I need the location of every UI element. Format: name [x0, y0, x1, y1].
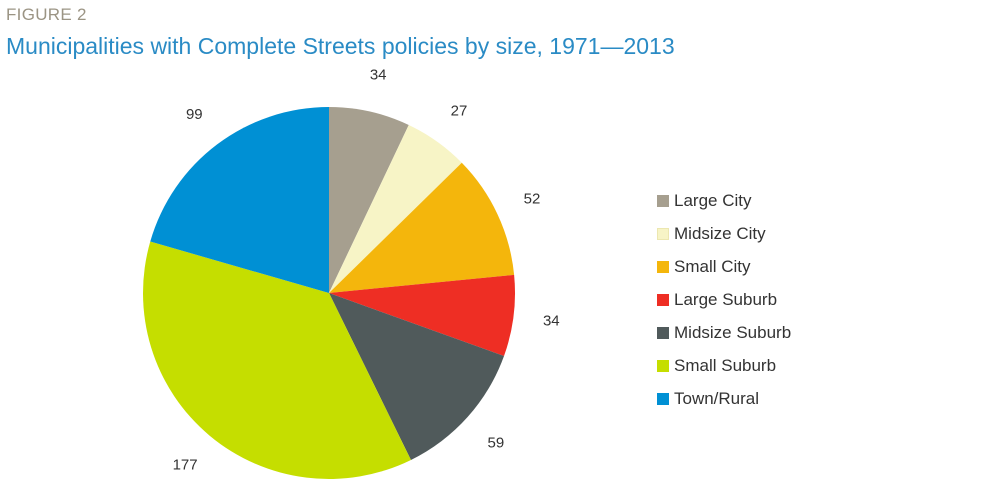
- pie-slice-midsize-suburb: [329, 293, 505, 460]
- legend-item-town-rural: Town/Rural: [657, 382, 791, 415]
- legend-item-midsize-city: Midsize City: [657, 217, 791, 250]
- legend-label: Large Suburb: [674, 289, 778, 309]
- legend-swatch: [657, 194, 669, 207]
- data-label-large-city: 34: [370, 67, 387, 84]
- legend-label: Midsize City: [674, 223, 766, 243]
- legend-item-midsize-suburb: Midsize Suburb: [657, 316, 791, 349]
- pie-slice-midsize-city: [329, 124, 462, 293]
- pie-slice-small-city: [329, 162, 515, 293]
- legend-label: Midsize Suburb: [674, 322, 792, 342]
- legend-swatch: [657, 293, 669, 306]
- legend-swatch: [657, 326, 669, 339]
- legend-swatch: [657, 392, 669, 405]
- legend-swatch: [657, 227, 669, 240]
- legend-label: Town/Rural: [674, 388, 760, 408]
- legend-item-large-city: Large City: [657, 184, 791, 217]
- data-label-large-suburb: 34: [543, 313, 560, 330]
- legend-label: Small City: [674, 256, 751, 276]
- pie-slice-town-rural: [150, 107, 329, 293]
- legend-item-small-city: Small City: [657, 250, 791, 283]
- data-label-small-suburb: 177: [173, 457, 198, 474]
- data-label-midsize-city: 27: [451, 103, 468, 120]
- pie-slice-large-suburb: [329, 274, 515, 356]
- legend-label: Large City: [674, 190, 752, 210]
- data-label-small-city: 52: [524, 190, 541, 207]
- legend-swatch: [657, 260, 669, 273]
- chart-title: Municipalities with Complete Streets pol…: [6, 33, 675, 59]
- pie-slice-small-suburb: [143, 241, 411, 479]
- figure-label: FIGURE 2: [6, 5, 87, 24]
- chart-legend: Large City Midsize City Small City Large Su…: [657, 184, 791, 415]
- legend-item-small-suburb: Small Suburb: [657, 349, 791, 382]
- data-label-midsize-suburb: 59: [488, 434, 505, 451]
- data-label-town-rural: 99: [186, 106, 203, 123]
- legend-label: Small Suburb: [674, 355, 777, 375]
- legend-item-large-suburb: Large Suburb: [657, 283, 791, 316]
- legend-swatch: [657, 359, 669, 372]
- pie-slice-large-city: [329, 107, 409, 293]
